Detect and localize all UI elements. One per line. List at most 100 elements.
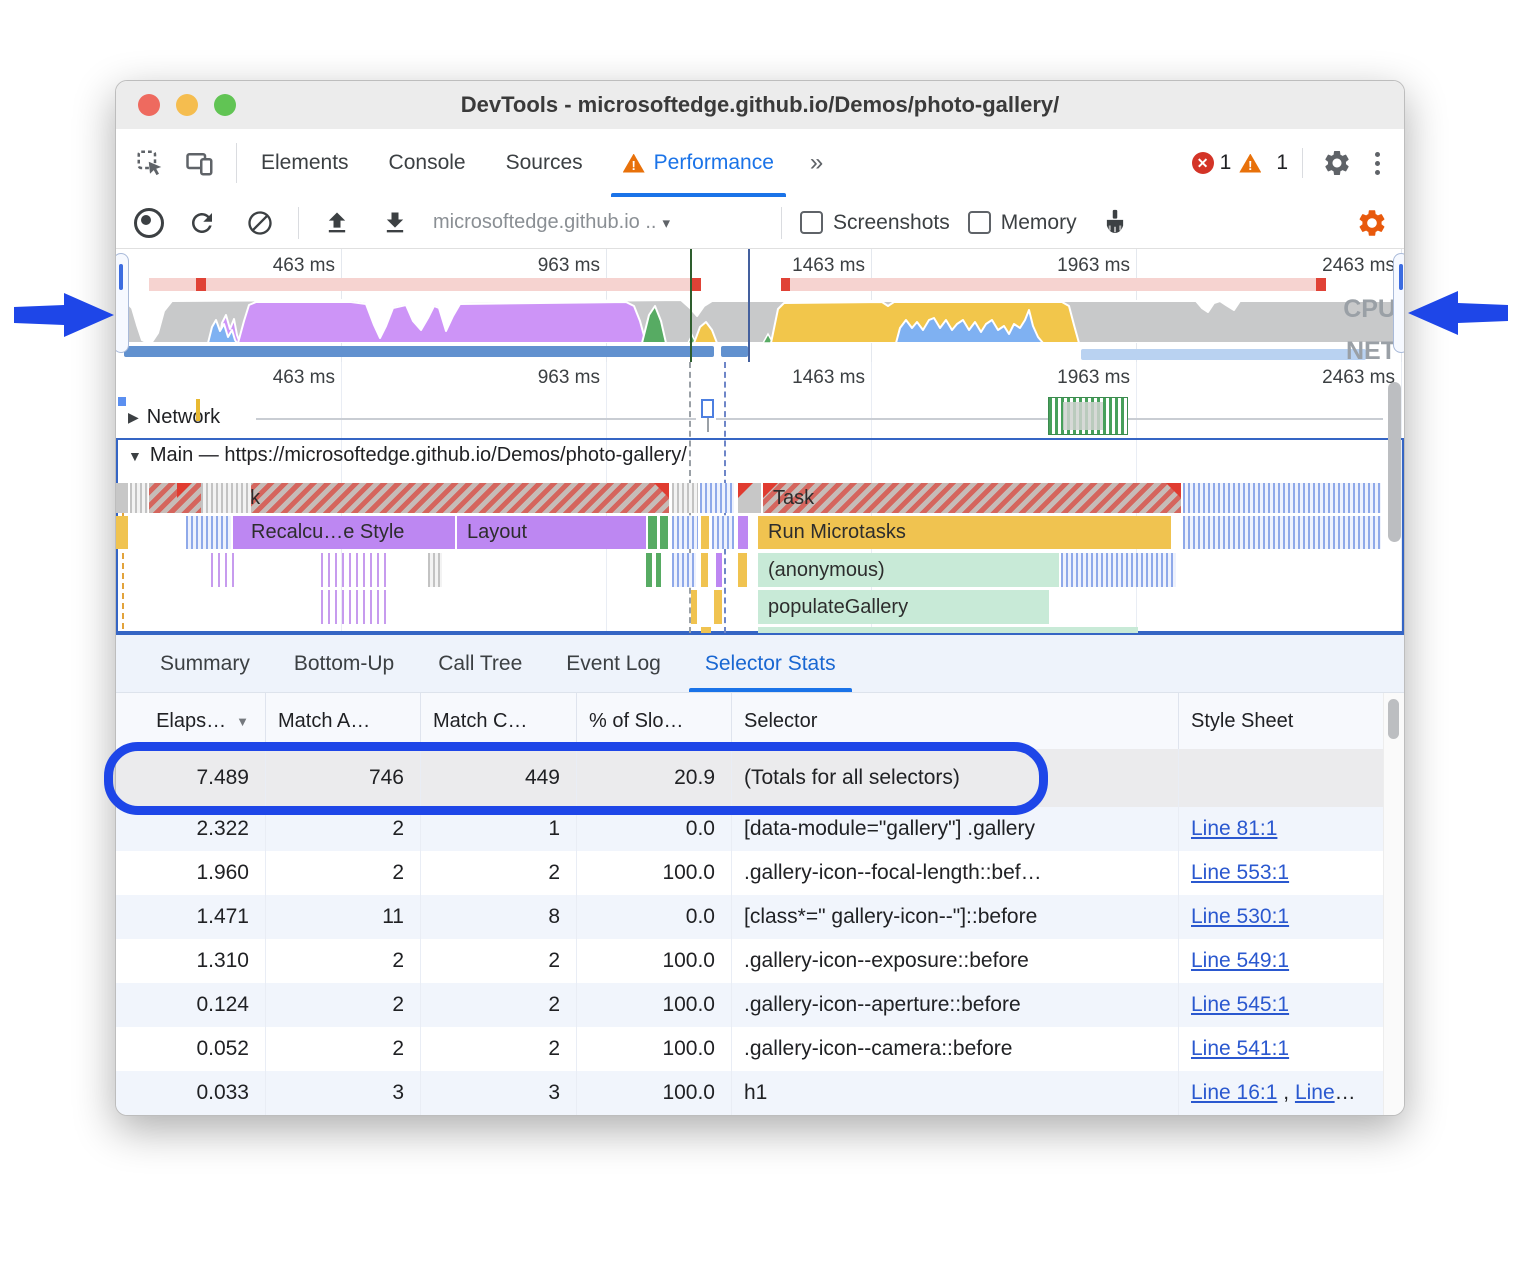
table-row[interactable]: 1.310 2 2 100.0 .gallery-icon--exposure:… xyxy=(116,939,1386,983)
save-profile-icon[interactable] xyxy=(375,203,415,243)
table-row[interactable]: 0.124 2 2 100.0 .gallery-icon--aperture:… xyxy=(116,983,1386,1027)
main-track-header[interactable]: ▼ Main — https://microsoftedge.github.io… xyxy=(128,444,687,466)
more-tabs-icon[interactable]: » xyxy=(809,149,824,176)
error-badge[interactable]: ✕ 1 xyxy=(1191,151,1231,175)
column-header-elapsed[interactable]: Elaps… ▼ xyxy=(116,693,266,749)
tab-sources[interactable]: Sources xyxy=(505,151,583,174)
gc-bar[interactable] xyxy=(656,553,661,587)
run-microtasks-bar[interactable]: Run Microtasks xyxy=(758,516,1171,549)
cell-selector: (Totals for all selectors) xyxy=(732,749,1179,807)
gc-bar[interactable] xyxy=(660,516,668,549)
script-bar[interactable] xyxy=(714,590,722,624)
load-profile-icon[interactable] xyxy=(317,203,357,243)
tiny-events[interactable] xyxy=(672,516,698,549)
network-request-marker[interactable] xyxy=(701,399,714,418)
zoom-window-button[interactable] xyxy=(214,94,236,116)
network-track-header[interactable]: ▶ Network xyxy=(128,406,221,428)
tab-performance[interactable]: ! Performance xyxy=(603,129,794,197)
table-row-totals[interactable]: 7.489 746 449 20.9 (Totals for all selec… xyxy=(116,749,1386,807)
window-boundary-marker[interactable] xyxy=(748,249,750,362)
tab-console[interactable]: Console xyxy=(388,151,466,174)
network-request-marker[interactable] xyxy=(118,397,126,406)
column-header-selector[interactable]: Selector xyxy=(732,693,1179,749)
tiny-events[interactable] xyxy=(1183,516,1381,549)
script-bar[interactable] xyxy=(738,553,747,587)
gc-bar[interactable] xyxy=(646,553,652,587)
anonymous-function-bar[interactable]: (anonymous) xyxy=(758,553,1059,587)
record-button[interactable] xyxy=(134,207,164,238)
warning-badge[interactable]: ! 1 xyxy=(1239,151,1288,175)
timeline-overview[interactable]: 463 ms 963 ms 1463 ms 1963 ms 2463 ms xyxy=(116,249,1404,365)
capture-settings-gear-icon[interactable] xyxy=(1356,207,1388,239)
flame-chart[interactable]: 463 ms 963 ms 1463 ms 1963 ms 2463 ms ▶ … xyxy=(116,362,1404,633)
tab-call-tree[interactable]: Call Tree xyxy=(438,651,523,675)
table-row[interactable]: 0.052 2 2 100.0 .gallery-icon--camera::b… xyxy=(116,1027,1386,1071)
recalculate-style-bar[interactable]: Recalcu…e Style xyxy=(233,516,456,549)
table-row[interactable]: 0.033 3 3 100.0 h1 Line 16:1 , Line… xyxy=(116,1071,1386,1115)
reload-and-record-icon[interactable] xyxy=(182,203,222,243)
script-bar[interactable] xyxy=(116,516,128,549)
tiny-tasks[interactable] xyxy=(700,483,734,513)
settings-gear-icon[interactable] xyxy=(1317,143,1357,183)
script-bar[interactable] xyxy=(701,553,708,587)
style-sheet-link[interactable]: Line xyxy=(1294,1081,1335,1104)
tab-bottom-up[interactable]: Bottom-Up xyxy=(293,651,395,675)
long-task-bar[interactable]: Task xyxy=(763,483,1181,513)
column-header-match-count[interactable]: Match C… xyxy=(421,693,577,749)
layout-bar[interactable]: Layout xyxy=(457,516,646,549)
memory-checkbox[interactable]: Memory xyxy=(967,211,1077,235)
screenshots-checkbox[interactable]: Screenshots xyxy=(800,211,950,235)
divider xyxy=(298,206,299,239)
table-row[interactable]: 1.960 2 2 100.0 .gallery-icon--focal-len… xyxy=(116,851,1386,895)
collect-garbage-icon[interactable] xyxy=(1095,203,1135,243)
tiny-tasks[interactable] xyxy=(1183,483,1381,513)
style-sheet-link[interactable]: Line 541:1 xyxy=(1191,1037,1290,1060)
overview-right-handle[interactable] xyxy=(1393,253,1404,353)
profile-select[interactable]: microsoftedge.github.io .. ▾ xyxy=(433,211,670,233)
task-bar[interactable] xyxy=(116,483,128,513)
style-sheet-link[interactable]: Line 553:1 xyxy=(1191,861,1290,884)
populate-gallery-bar[interactable]: populateGallery xyxy=(758,590,1049,624)
network-request-block[interactable] xyxy=(1048,397,1128,435)
cell-selector: .gallery-icon--focal-length::bef… xyxy=(732,851,1179,895)
script-bar[interactable] xyxy=(691,590,697,624)
network-request-marker[interactable] xyxy=(196,399,200,421)
style-sheet-link[interactable]: Line 81:1 xyxy=(1191,817,1278,840)
minimize-window-button[interactable] xyxy=(176,94,198,116)
kebab-menu-icon[interactable] xyxy=(1365,151,1390,175)
table-row[interactable]: 1.471 11 8 0.0 [class*=" gallery-icon--"… xyxy=(116,895,1386,939)
tab-selector-stats[interactable]: Selector Stats xyxy=(683,635,858,692)
column-header-match-attempts[interactable]: Match A… xyxy=(266,693,421,749)
clear-recording-icon[interactable] xyxy=(240,203,280,243)
long-task-bar[interactable]: Task xyxy=(149,483,669,513)
playhead-marker[interactable] xyxy=(690,249,692,362)
style-sheet-link[interactable]: Line 16:1 xyxy=(1191,1081,1278,1104)
tiny-tasks[interactable] xyxy=(672,483,698,513)
inspect-element-icon[interactable] xyxy=(130,143,170,183)
column-header-slow-pct[interactable]: % of Slo… xyxy=(577,693,732,749)
cell-elapsed: 0.052 xyxy=(116,1027,266,1071)
flame-scrollbar-thumb[interactable] xyxy=(1388,382,1401,542)
tiny-events[interactable] xyxy=(186,516,231,549)
tab-summary[interactable]: Summary xyxy=(160,651,250,675)
column-header-style-sheet[interactable]: Style Sheet xyxy=(1191,709,1294,732)
overview-tick: 463 ms xyxy=(272,255,335,276)
tab-event-log[interactable]: Event Log xyxy=(566,651,661,675)
table-scrollbar-track[interactable] xyxy=(1383,693,1404,1115)
device-toolbar-icon[interactable] xyxy=(180,143,220,183)
table-row[interactable]: 2.322 2 1 0.0 [data-module="gallery"] .g… xyxy=(116,807,1386,851)
overview-left-handle[interactable] xyxy=(116,253,129,353)
style-sheet-link[interactable]: Line 545:1 xyxy=(1191,993,1290,1016)
tiny-tasks[interactable] xyxy=(130,483,148,513)
close-window-button[interactable] xyxy=(138,94,160,116)
style-bar[interactable] xyxy=(738,516,748,549)
tab-elements[interactable]: Elements xyxy=(261,151,349,174)
style-bar[interactable] xyxy=(716,553,722,587)
table-scrollbar-thumb[interactable] xyxy=(1388,699,1399,739)
style-sheet-link[interactable]: Line 549:1 xyxy=(1191,949,1290,972)
style-sheet-link[interactable]: Line 530:1 xyxy=(1191,905,1290,928)
script-bar[interactable] xyxy=(701,516,709,549)
tiny-events[interactable] xyxy=(712,516,734,549)
task-bar[interactable] xyxy=(738,483,761,513)
gc-bar[interactable] xyxy=(648,516,657,549)
